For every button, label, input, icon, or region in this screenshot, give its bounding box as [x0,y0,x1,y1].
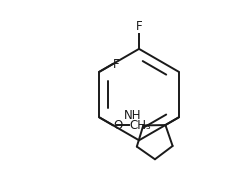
Text: O: O [113,118,122,132]
Text: CH₃: CH₃ [129,118,151,132]
Text: F: F [136,20,142,33]
Text: F: F [113,58,120,71]
Text: NH: NH [124,109,141,122]
